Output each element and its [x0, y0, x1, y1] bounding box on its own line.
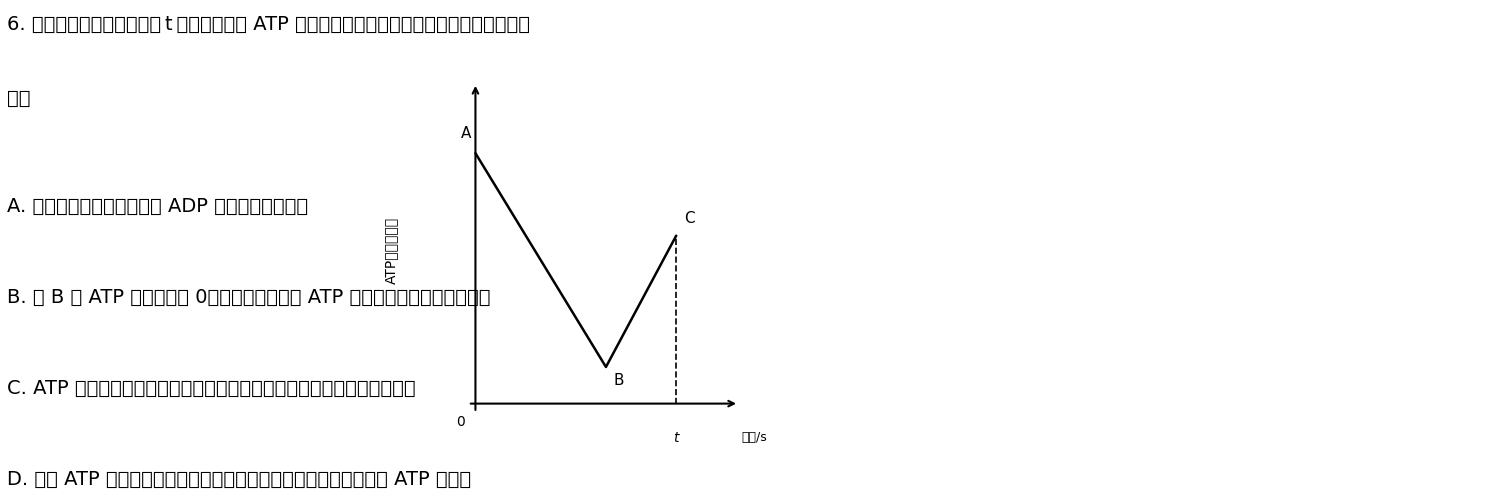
Text: B: B — [614, 373, 624, 388]
Text: 的是: 的是 — [7, 89, 31, 108]
Text: ATP的相对含量: ATP的相对含量 — [384, 217, 399, 284]
Text: 6. 某同学参加短跑比赛用时 t 秒，此过程中 ATP 相对含量随时间变化如图所示，下列叙述错误: 6. 某同学参加短跑比赛用时 t 秒，此过程中 ATP 相对含量随时间变化如图所… — [7, 15, 530, 34]
Text: 0: 0 — [455, 415, 464, 429]
Text: C. ATP 中相邻的磷酸基团都带负电荷，所以末端磷酸基团容易挺能量脱离: C. ATP 中相邻的磷酸基团都带负电荷，所以末端磷酸基团容易挺能量脱离 — [7, 379, 417, 398]
Text: B. 在 B 处 ATP 含量未降为 0，说明短跑过稍中 ATP 分解和形成是非同步进行的: B. 在 B 处 ATP 含量未降为 0，说明短跑过稍中 ATP 分解和形成是非… — [7, 288, 491, 307]
Text: 时间/s: 时间/s — [742, 431, 767, 444]
Text: A: A — [460, 126, 470, 141]
Text: t: t — [673, 431, 679, 445]
Text: D. 口服 ATP 片剂辅助治疗肌肉萍缩等疾病，推测消化道中应不含有 ATP 水解醂: D. 口服 ATP 片剂辅助治疗肌肉萍缩等疾病，推测消化道中应不含有 ATP 水… — [7, 470, 472, 489]
Text: A. 该同学在整个短跑过程中 ADP 含量先增加后减少: A. 该同学在整个短跑过程中 ADP 含量先增加后减少 — [7, 197, 309, 216]
Text: C: C — [684, 212, 694, 226]
